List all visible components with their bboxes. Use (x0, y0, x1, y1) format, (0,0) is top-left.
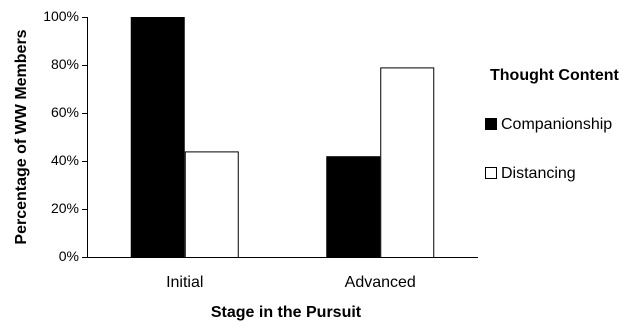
bar-companionship-advanced (326, 156, 381, 258)
y-tick-label: 60% (51, 104, 79, 120)
x-axis-title: Stage in the Pursuit (211, 304, 362, 321)
x-tick-label: Advanced (345, 274, 416, 291)
y-tick-label: 20% (51, 200, 79, 216)
bar-distancing-advanced (380, 67, 435, 259)
y-tick-label: 100% (43, 8, 79, 24)
legend-label-companionship: Companionship (501, 116, 612, 133)
bar-distancing-initial (184, 151, 239, 258)
y-tick-label: 40% (51, 152, 79, 168)
y-axis-title: Percentage of WW Members (13, 29, 30, 244)
bar-companionship-initial (130, 17, 185, 258)
legend-title: Thought Content (490, 67, 620, 84)
y-tick-label: 0% (59, 248, 79, 264)
y-tick-label: 80% (51, 56, 79, 72)
legend-swatch-distancing (485, 167, 497, 179)
legend-label-distancing: Distancing (501, 165, 576, 182)
legend: Thought Content Companionship Distancing (485, 67, 620, 182)
x-tick-label: Initial (166, 274, 203, 291)
legend-swatch-companionship (485, 118, 497, 130)
